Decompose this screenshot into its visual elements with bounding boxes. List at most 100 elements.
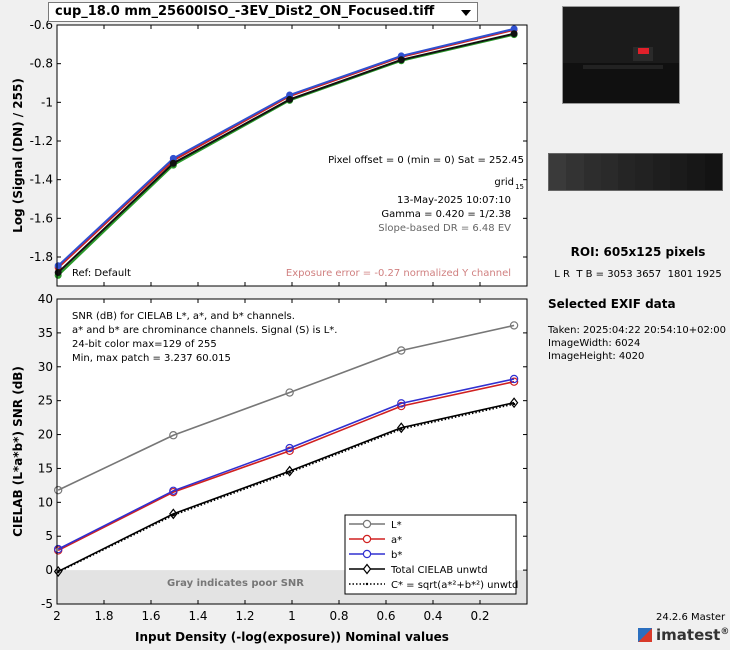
y-tick-label: -1 (41, 95, 53, 109)
x-tick-label: 1 (288, 609, 296, 623)
data-point (169, 159, 177, 167)
data-point (285, 446, 294, 456)
data-point (172, 514, 175, 517)
data-point (285, 388, 294, 397)
y-tick-label: -5 (41, 597, 53, 611)
y-tick-label: -1.2 (30, 134, 53, 148)
y-tick-label: 40 (38, 292, 53, 306)
data-point (397, 346, 406, 355)
data-point (509, 397, 519, 409)
legend: L* a* b* Total CIELAB unwtd C* = sqrt(a*²+b*… (344, 514, 518, 595)
file-selector-value: cup_18.0 mm_25600ISO_-3EV_Dist2_ON_Focus… (55, 4, 435, 19)
roi-patch (600, 154, 619, 190)
roi-patch (566, 154, 584, 190)
data-point (397, 399, 406, 408)
plot-frame (56, 298, 528, 605)
data-point (54, 262, 62, 270)
data-point (509, 377, 519, 386)
version-label: 24.2.6 Master (656, 612, 726, 623)
legend-label: L* (391, 520, 402, 531)
roi-coordinates: L R T B = 3053 3657 1801 1925 (554, 269, 722, 280)
legend-marker (365, 582, 369, 586)
info-grid-sub: 15 (515, 183, 524, 191)
info-slope-dr: Slope-based DR = 6.48 EV (378, 223, 511, 234)
x-tick-label: 1.6 (141, 609, 160, 623)
exif-image-width: ImageWidth: 6024 (548, 338, 641, 349)
x-tick-label: 0.2 (470, 609, 489, 623)
data-point (512, 402, 516, 406)
data-point (400, 427, 403, 431)
roi-patch (704, 154, 722, 190)
info-date: 13-May-2025 10:07:10 (397, 195, 511, 206)
x-tick-label: 2 (53, 609, 61, 623)
roi-patch (635, 154, 653, 190)
series-line (57, 324, 515, 491)
data-point (285, 443, 294, 453)
legend-marker (362, 563, 372, 575)
y-axis-label: CIELAB (L*a*b*) SNR (dB) (11, 366, 25, 537)
y-tick-label: -0.6 (30, 18, 53, 32)
exif-image-height: ImageHeight: 4020 (548, 351, 645, 362)
exif-title: Selected EXIF data (548, 297, 676, 311)
imatest-logo-icon (638, 628, 652, 642)
roi-patch (618, 154, 636, 190)
chart-note: SNR (dB) for CIELAB L*, a*, and b* chann… (72, 311, 295, 322)
file-selector-dropdown[interactable]: cup_18.0 mm_25600ISO_-3EV_Dist2_ON_Focus… (48, 2, 478, 22)
x-tick-label: 1.4 (188, 609, 207, 623)
legend-marker (362, 549, 372, 559)
data-point (56, 570, 60, 574)
y-tick-label: -1.8 (30, 250, 53, 264)
data-point (397, 56, 405, 64)
data-point (53, 485, 63, 495)
series-line (57, 401, 515, 573)
series-line (57, 380, 515, 552)
image-thumbnail[interactable] (562, 6, 680, 104)
data-point (509, 374, 519, 384)
data-point (169, 486, 178, 496)
info-gamma: Gamma = 0.420 = 1/2.38 (381, 209, 511, 220)
legend-marker (362, 534, 372, 544)
plot-frame (56, 24, 528, 287)
info-grid: grid (494, 177, 514, 188)
x-tick-label: 0.6 (376, 609, 395, 623)
x-tick-label: 1.2 (235, 609, 254, 623)
x-tick-label: 1.8 (94, 609, 113, 623)
legend-label: a* (391, 535, 402, 546)
y-tick-label: 20 (38, 428, 53, 442)
y-tick-label: 5 (45, 529, 53, 543)
info-ref: Ref: Default (72, 268, 131, 279)
legend-label: C* = sqrt(a*²+b*²) unwtd (391, 580, 518, 591)
info-exposure-error: Exposure error = -0.27 normalized Y chan… (286, 268, 511, 279)
y-tick-label: -0.8 (30, 57, 53, 71)
logo-text: imatest® (656, 626, 730, 644)
data-point (54, 268, 62, 276)
legend-label: b* (391, 550, 402, 561)
data-point (286, 95, 294, 103)
data-point (169, 431, 178, 440)
roi-patch (687, 154, 705, 190)
chevron-down-icon[interactable] (461, 10, 471, 16)
data-point (397, 422, 406, 434)
legend-marker (362, 519, 372, 529)
chart-note: 24-bit color max=129 of 255 (72, 339, 217, 350)
data-point (397, 401, 406, 411)
roi-patch (583, 154, 601, 190)
y-tick-label: -1.4 (30, 173, 53, 187)
density-response-chart: -0.6 -0.8 -1 -1.2 -1.4 -1.6 -1.8 Log (Signal (D… (11, 18, 528, 287)
x-axis-label: Input Density (-log(exposure)) Nominal v… (135, 630, 449, 644)
roi-patch (549, 154, 567, 190)
legend-label: Total CIELAB unwtd (390, 565, 488, 576)
plot-area (57, 25, 527, 286)
y-tick-label: 0 (45, 563, 53, 577)
y-axis-label: Log (Signal (DN) / 255) (11, 78, 25, 233)
x-tick-label: 0.8 (329, 609, 348, 623)
chart-note: Min, max patch = 3.237 60.015 (72, 353, 231, 364)
y-tick-label: 10 (38, 495, 53, 509)
y-tick-label: 15 (38, 461, 53, 475)
chart-note: a* and b* are chrominance channels. Sign… (72, 325, 337, 336)
series-line (57, 378, 515, 550)
roi-title: ROI: 605x125 pixels (570, 245, 706, 259)
data-point (53, 565, 63, 577)
roi-patch-strip (548, 153, 723, 191)
